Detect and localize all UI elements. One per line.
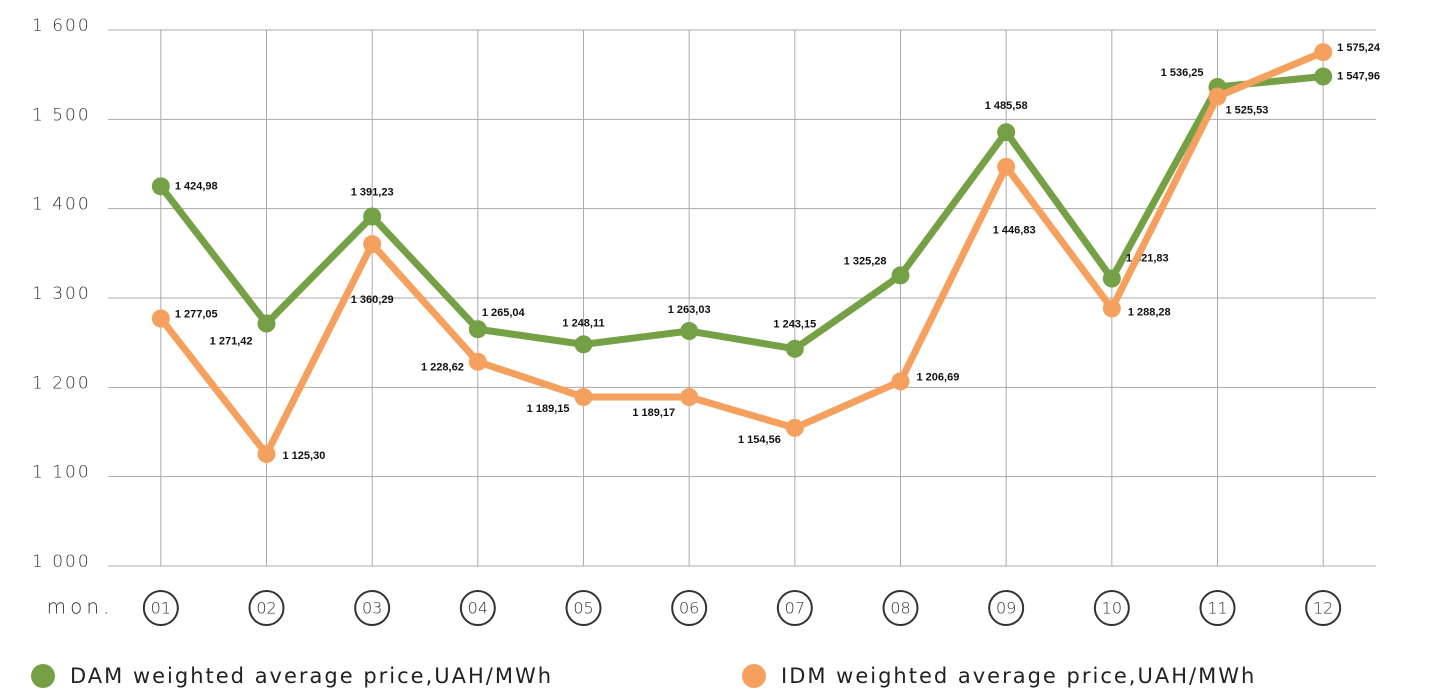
legend-marker xyxy=(742,664,766,688)
x-tick-circle xyxy=(671,590,708,626)
value-label: 1 243,15 xyxy=(773,319,816,331)
value-label: 1 424,98 xyxy=(175,180,218,192)
value-label: 1 189,17 xyxy=(632,407,675,419)
legend-marker xyxy=(31,664,55,688)
x-tick-circle xyxy=(1093,590,1130,626)
x-tick-label: 05 xyxy=(573,599,593,618)
point xyxy=(1314,67,1333,86)
y-tick-label: 1 000 xyxy=(32,552,91,572)
x-tick-circle xyxy=(142,590,179,626)
x-tick-circle xyxy=(1199,590,1236,626)
value-label: 1 206,69 xyxy=(917,371,960,383)
y-tick-label: 1 600 xyxy=(32,16,91,36)
x-tick-label: 03 xyxy=(362,599,382,618)
point xyxy=(1314,43,1333,62)
value-label: 1 228,62 xyxy=(421,362,464,374)
value-label: 1 547,96 xyxy=(1337,70,1380,82)
point xyxy=(785,339,804,358)
point xyxy=(363,207,382,226)
value-label: 1 525,53 xyxy=(1226,104,1269,116)
y-tick-label: 1 200 xyxy=(32,373,91,393)
value-label: 1 391,23 xyxy=(351,186,394,198)
x-tick-circle xyxy=(248,590,285,626)
point xyxy=(1102,299,1121,318)
x-tick-label: 01 xyxy=(151,599,171,618)
point xyxy=(468,352,487,371)
value-label: 1 265,04 xyxy=(482,307,526,319)
value-label: 1 536,25 xyxy=(1161,67,1204,79)
value-label: 1 271,42 xyxy=(210,335,253,347)
point xyxy=(363,235,382,254)
point xyxy=(680,388,699,407)
legend-label: IDM weighted average price,UAH/MWh xyxy=(781,664,1256,688)
value-label: 1 154,56 xyxy=(738,434,781,446)
point xyxy=(680,322,699,341)
value-label: 1 325,28 xyxy=(844,255,887,267)
x-tick-circle xyxy=(1305,590,1342,626)
series-line xyxy=(158,48,1325,458)
x-tick-circle xyxy=(565,590,602,626)
value-label: 1 288,28 xyxy=(1128,306,1171,318)
point xyxy=(1102,269,1121,288)
point xyxy=(997,123,1016,142)
point xyxy=(785,418,804,437)
x-tick-label: 07 xyxy=(785,599,805,618)
x-tick-label: 06 xyxy=(679,599,699,618)
point xyxy=(1208,87,1227,106)
y-tick-label: 1 500 xyxy=(32,105,91,125)
x-tick-label: 09 xyxy=(996,599,1016,618)
x-tick-circle xyxy=(354,590,391,626)
point xyxy=(574,388,593,407)
point xyxy=(574,335,593,354)
y-tick-label: 1 300 xyxy=(32,284,91,304)
x-tick-label: 12 xyxy=(1313,599,1333,618)
point xyxy=(468,320,487,339)
value-label: 1 248,11 xyxy=(562,317,604,329)
point xyxy=(997,157,1016,176)
point xyxy=(151,177,170,196)
y-tick-label: 1 100 xyxy=(32,463,91,483)
point xyxy=(891,372,910,391)
point xyxy=(257,445,276,464)
legend-label: DAM weighted average price,UAH/MWh xyxy=(70,664,553,688)
x-tick-label: 11 xyxy=(1207,599,1227,618)
point xyxy=(151,309,170,328)
value-label: 1 485,58 xyxy=(985,100,1028,112)
x-tick-label: 02 xyxy=(256,599,276,618)
point xyxy=(891,266,910,285)
value-label: 1 446,83 xyxy=(993,225,1036,237)
y-tick-label: 1 400 xyxy=(32,195,91,215)
value-label: 1 575,24 xyxy=(1337,42,1381,54)
point xyxy=(257,314,276,333)
value-label: 1 189,15 xyxy=(527,403,570,415)
x-axis-label: mon. xyxy=(47,595,114,619)
x-tick-circle xyxy=(882,590,919,626)
value-label: 1 263,03 xyxy=(668,304,711,316)
x-tick-circle xyxy=(459,590,496,626)
value-label: 1 277,05 xyxy=(175,308,218,320)
value-label: 1 360,29 xyxy=(351,294,394,306)
x-tick-circle xyxy=(776,590,813,626)
series-line xyxy=(158,73,1324,353)
value-label: 1 125,30 xyxy=(283,450,326,462)
x-tick-circle xyxy=(988,590,1025,626)
x-tick-label: 10 xyxy=(1102,599,1122,618)
x-tick-label: 08 xyxy=(890,599,910,618)
x-tick-label: 04 xyxy=(468,599,488,618)
